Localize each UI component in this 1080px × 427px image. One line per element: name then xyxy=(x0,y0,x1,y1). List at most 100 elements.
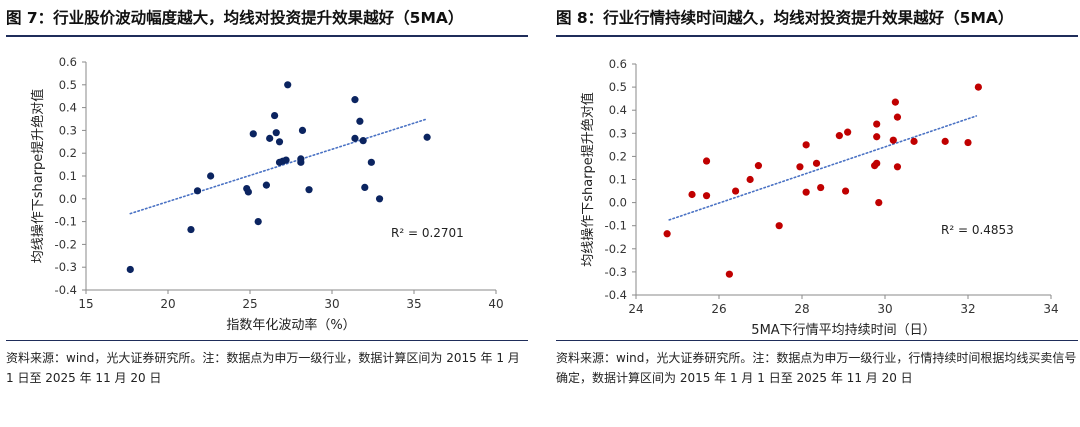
data-point xyxy=(244,188,252,196)
data-point xyxy=(423,133,431,141)
data-point xyxy=(875,199,883,207)
data-point xyxy=(266,134,274,142)
data-point xyxy=(802,188,810,196)
trendline xyxy=(129,118,427,215)
figure-8-scatter-chart: -0.4 -0.3 -0.2 -0.1 0.0 0.1 0.2 0.3 0.4 0.5 0.6 24 2… xyxy=(580,57,1059,338)
data-point xyxy=(873,159,881,167)
data-point xyxy=(964,138,972,147)
data-point xyxy=(889,136,897,144)
x-tick-label: 30 xyxy=(324,297,339,311)
x-tick-label: 25 xyxy=(242,297,257,311)
data-point xyxy=(207,172,215,180)
y-tick-label: 0.5 xyxy=(609,80,627,94)
data-point xyxy=(271,111,279,120)
y-tick-label: -0.4 xyxy=(605,288,627,302)
figure-8-panel: 图 8：行业行情持续时间越久，均线对投资提升效果越好（5MA） -0.4 -0.3… xyxy=(556,0,1078,427)
data-point xyxy=(702,157,711,165)
data-point xyxy=(305,186,313,194)
source-rule xyxy=(6,340,528,341)
data-point xyxy=(835,132,843,140)
y-tick-label: 0.3 xyxy=(609,126,627,140)
x-tick-label: 34 xyxy=(1043,302,1058,316)
figure-7-source-note: 资料来源：wind，光大证券研究所。注：数据点为申万一级行业，数据计算区间为 2… xyxy=(6,351,520,385)
data-point xyxy=(249,130,257,138)
figure-7-title: 图 7：行业股价波动幅度越大，均线对投资提升效果越好（5MA） xyxy=(6,9,464,27)
x-tick-label: 30 xyxy=(877,302,892,316)
data-point xyxy=(275,138,284,146)
x-tick-label: 26 xyxy=(711,302,726,316)
data-point xyxy=(351,96,359,104)
data-point xyxy=(361,183,369,191)
data-point xyxy=(356,117,364,125)
y-tick-label: 0.1 xyxy=(609,173,627,187)
data-point xyxy=(262,181,270,189)
y-tick-label: 0.6 xyxy=(609,57,627,71)
data-point xyxy=(126,265,134,274)
x-tick-label: 32 xyxy=(960,302,975,316)
figure-7-scatter-chart: -0.4 -0.3 -0.2 -0.1 0.0 0.1 0.2 0.3 0.4 0.5 0.6 15 2… xyxy=(30,55,504,333)
data-point xyxy=(375,195,384,203)
x-tick-label: 15 xyxy=(78,297,93,311)
y-tick-label: -0.2 xyxy=(55,237,77,251)
y-tick-label: -0.3 xyxy=(605,265,627,279)
data-point xyxy=(702,192,711,200)
source-rule xyxy=(556,340,1078,341)
y-tick-label: 0.6 xyxy=(59,55,77,69)
data-point xyxy=(351,134,359,142)
data-point xyxy=(298,126,307,134)
y-tick-label: 0.2 xyxy=(609,149,627,163)
figure-8-source-note: 资料来源：wind，光大证券研究所。注：数据点为申万一级行业，行情持续时间根据均… xyxy=(556,351,1077,385)
x-tick-label: 24 xyxy=(628,302,643,316)
data-point xyxy=(873,133,881,141)
figure-8-title: 图 8：行业行情持续时间越久，均线对投资提升效果越好（5MA） xyxy=(556,9,1014,27)
x-tick-label: 20 xyxy=(160,297,175,311)
data-point xyxy=(796,163,804,171)
data-point xyxy=(910,137,918,145)
y-tick-label: 0.2 xyxy=(59,146,77,160)
y-tick-label: 0.0 xyxy=(59,192,77,206)
y-tick-label: 0.3 xyxy=(59,123,77,137)
data-point xyxy=(187,225,195,234)
data-point xyxy=(893,113,902,121)
y-axis-title: 均线操作下sharpe提升绝对值 xyxy=(580,92,596,267)
y-tick-label: 0.4 xyxy=(59,101,77,115)
data-point xyxy=(688,190,696,199)
y-tick-label: 0.4 xyxy=(609,103,627,117)
data-point xyxy=(817,183,825,192)
data-point xyxy=(284,81,292,89)
data-point xyxy=(841,187,850,195)
y-tick-label: 0.1 xyxy=(59,169,77,183)
trendline xyxy=(668,115,978,221)
data-point xyxy=(941,137,949,145)
data-point xyxy=(367,158,375,166)
data-point xyxy=(663,230,671,238)
y-tick-label: -0.2 xyxy=(605,242,627,256)
data-point xyxy=(732,187,740,195)
y-tick-label: -0.4 xyxy=(55,283,77,297)
data-point xyxy=(359,137,367,145)
y-tick-label: -0.1 xyxy=(605,219,627,233)
data-point xyxy=(891,98,899,106)
data-point xyxy=(725,270,733,278)
data-point xyxy=(893,163,902,171)
y-tick-label: -0.3 xyxy=(55,260,77,274)
x-tick-label: 35 xyxy=(406,297,421,311)
y-tick-label: 0.5 xyxy=(59,78,77,92)
title-rule xyxy=(556,35,1078,37)
data-point xyxy=(802,141,810,149)
x-axis-title: 5MA下行情平均持续时间（日） xyxy=(751,323,935,338)
data-point xyxy=(775,222,783,230)
data-point xyxy=(873,120,881,128)
y-axis-title: 均线操作下sharpe提升绝对值 xyxy=(30,89,46,264)
y-tick-label: 0.0 xyxy=(609,196,627,210)
data-point xyxy=(272,129,280,137)
title-rule xyxy=(6,35,528,37)
data-point xyxy=(754,162,763,170)
figure-7-panel: 图 7：行业股价波动幅度越大，均线对投资提升效果越好（5MA） -0.4 -0.3… xyxy=(6,0,528,427)
data-point xyxy=(297,155,305,163)
data-point xyxy=(282,156,290,164)
x-axis-title: 指数年化波动率（%） xyxy=(226,317,355,333)
r-squared-label: R² = 0.2701 xyxy=(391,226,464,240)
data-point xyxy=(844,128,852,136)
x-tick-label: 28 xyxy=(794,302,809,316)
